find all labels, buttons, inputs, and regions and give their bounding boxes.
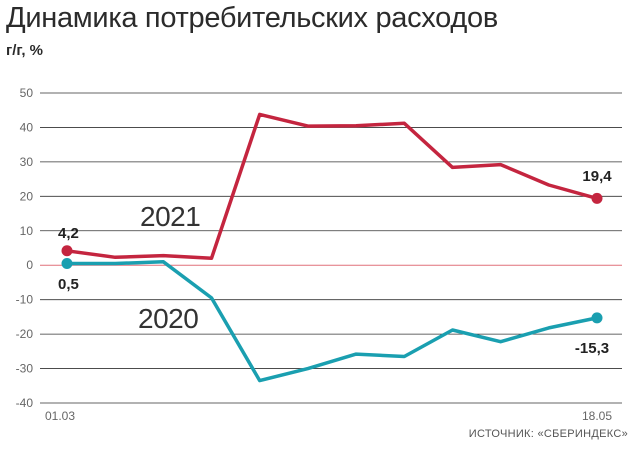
- chart-title: Динамика потребительских расходов: [6, 2, 498, 34]
- start-value-label-2021: 4,2: [58, 225, 79, 242]
- y-tick-label: 0: [26, 258, 33, 272]
- grid-layer: [40, 92, 622, 404]
- x-axis-ticks: 01.03 18.05: [45, 409, 612, 423]
- end-point-2021: [591, 192, 603, 204]
- y-tick-label: 10: [20, 224, 34, 238]
- start-value-label-2020: 0,5: [58, 276, 79, 293]
- y-tick-label: 40: [20, 120, 34, 134]
- start-point-2020: [61, 258, 73, 269]
- series-layer: [61, 112, 603, 383]
- y-tick-label: -30: [16, 362, 34, 376]
- data-labels: 4,2 19,4 2021 0,5 -15,3 2020: [58, 168, 612, 357]
- y-tick-label: 20: [20, 189, 34, 203]
- end-value-label-2021: 19,4: [582, 168, 612, 185]
- y-tick-label: 30: [20, 155, 34, 169]
- series-line-2020: [65, 260, 599, 383]
- y-axis-ticks: 50 40 30 20 10 0 -10 -20 -30 -40: [16, 86, 34, 410]
- y-tick-label: -10: [16, 293, 34, 307]
- end-point-2020: [591, 312, 603, 324]
- end-value-label-2020: -15,3: [575, 340, 609, 357]
- x-tick-label: 18.05: [582, 409, 612, 423]
- series-name-label-2020: 2020: [138, 303, 198, 334]
- y-tick-label: 50: [20, 86, 34, 100]
- series-line-2021: [65, 112, 599, 261]
- source-note: ИСТОЧНИК: «СБЕРИНДЕКС»: [468, 428, 628, 440]
- y-tick-label: -40: [16, 396, 34, 410]
- start-point-2021: [61, 245, 73, 257]
- y-axis-unit: г/г, %: [6, 42, 44, 59]
- y-tick-label: -20: [16, 327, 34, 341]
- x-tick-label: 01.03: [45, 409, 75, 423]
- series-name-label-2021: 2021: [140, 201, 200, 232]
